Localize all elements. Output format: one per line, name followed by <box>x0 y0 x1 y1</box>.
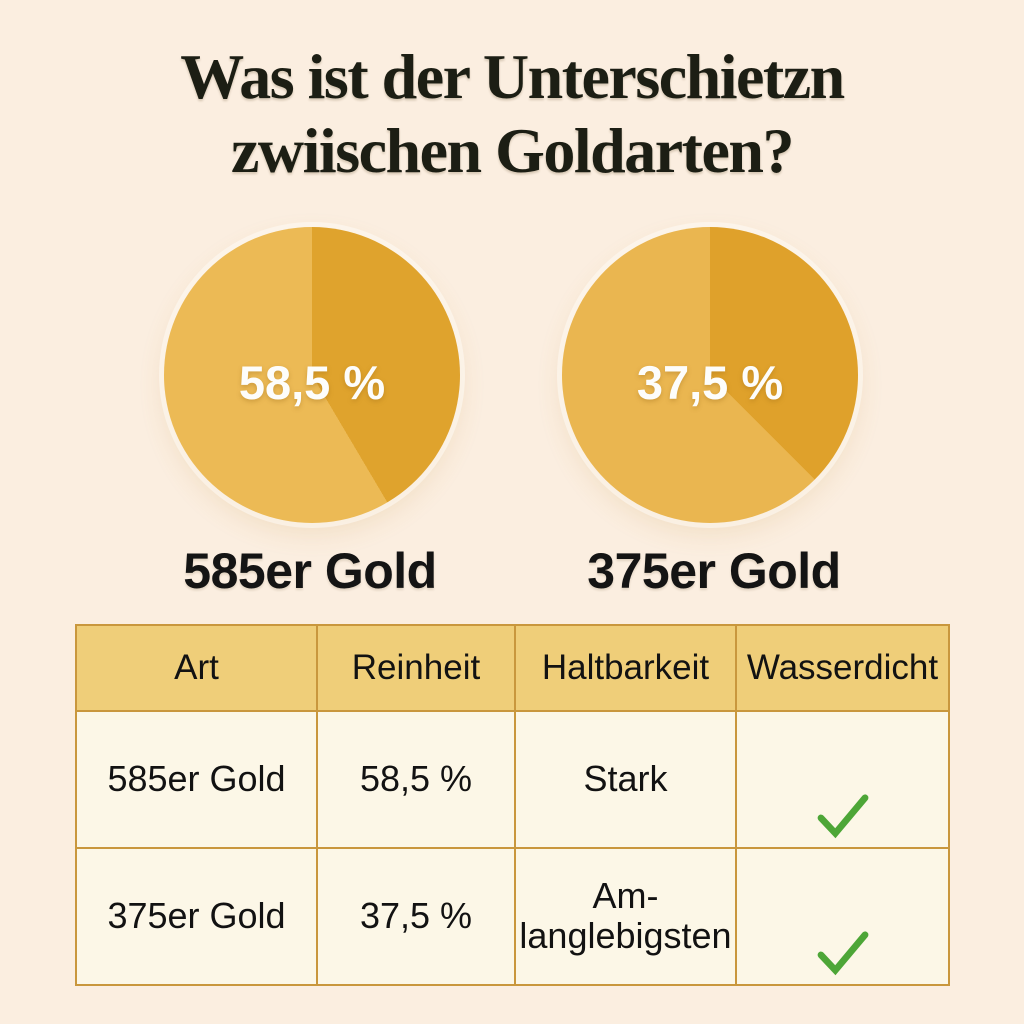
cell-wasserdicht-375 <box>735 846 950 986</box>
pie-caption-585er-gold: 585er Gold <box>183 543 437 599</box>
pie-chart-585er-gold: 58,5 % <box>164 227 460 523</box>
pie-chart-375er-gold: 37,5 % <box>562 227 858 523</box>
column-header-art: Art <box>75 624 318 712</box>
page-title-line2: zwiischen Goldarten? <box>231 115 794 187</box>
page-title: Was ist der Unterschietzn zwiischen Gold… <box>0 40 1024 188</box>
table-row-375er-gold: 375er Gold 37,5 % Am- langlebigsten <box>75 846 950 986</box>
cell-wasserdicht-585 <box>735 710 950 849</box>
cell-haltbarkeit-585: Stark <box>514 710 737 849</box>
cell-reinheit-375: 37,5 % <box>316 846 516 986</box>
check-icon <box>814 889 872 984</box>
check-icon <box>814 752 872 847</box>
cell-haltbarkeit-375: Am- langlebigsten <box>514 846 737 986</box>
cell-art-375: 375er Gold <box>75 846 318 986</box>
cell-art-585: 585er Gold <box>75 710 318 849</box>
column-header-wasserdicht: Wasserdicht <box>735 624 950 712</box>
cell-reinheit-585: 58,5 % <box>316 710 516 849</box>
pie-585-percentage-label: 58,5 % <box>238 355 386 409</box>
column-header-reinheit: Reinheit <box>316 624 516 712</box>
table-header-row: Art Reinheit Haltbarkeit Wasserdicht <box>75 624 950 712</box>
page-title-line1: Was ist der Unterschietzn <box>180 41 845 112</box>
column-header-haltbarkeit: Haltbarkeit <box>514 624 737 712</box>
pie-caption-375er-gold: 375er Gold <box>587 543 841 599</box>
table-row-585er-gold: 585er Gold 58,5 % Stark <box>75 710 950 849</box>
pie-375-percentage-label: 37,5 % <box>636 355 784 409</box>
gold-comparison-table: Art Reinheit Haltbarkeit Wasserdicht 585… <box>75 624 950 986</box>
